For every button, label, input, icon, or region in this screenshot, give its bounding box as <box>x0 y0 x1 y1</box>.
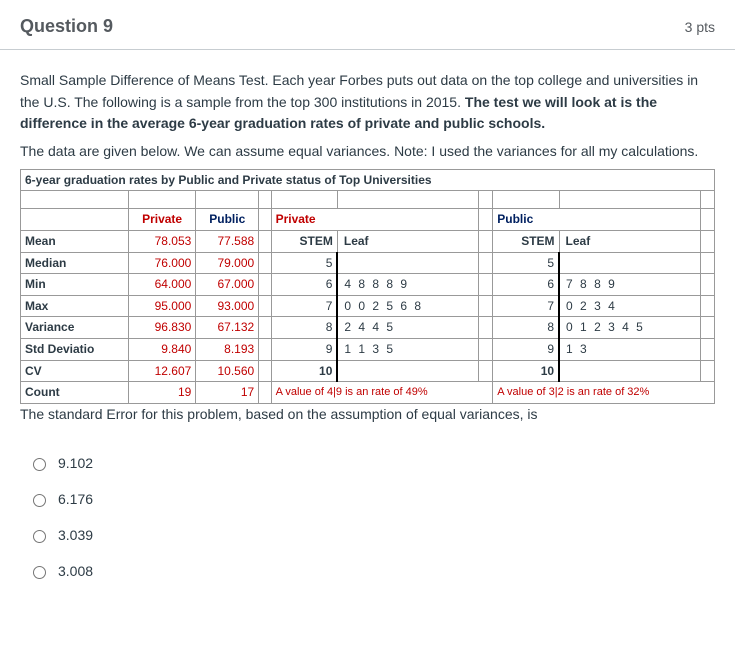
cell-value: 12.607 <box>128 360 195 382</box>
cell-value: 10.560 <box>196 360 259 382</box>
leaf-cell: 0 2 3 4 <box>559 295 700 317</box>
cell-value: 77.588 <box>196 230 259 252</box>
row-label: Max <box>21 295 129 317</box>
answer-option[interactable]: 9.102 <box>28 445 715 481</box>
answer-label: 9.102 <box>58 455 93 471</box>
answer-label: 3.008 <box>58 563 93 579</box>
table-title: 6-year graduation rates by Public and Pr… <box>21 169 715 191</box>
cell-value: 8.193 <box>196 338 259 360</box>
intro-paragraph-2: The data are given below. We can assume … <box>20 141 715 163</box>
leaf-cell <box>559 252 700 274</box>
stem-cell: 6 <box>493 274 559 296</box>
row-label: Variance <box>21 317 129 339</box>
leaf-cell <box>337 252 478 274</box>
leaf-cell: 7 8 8 9 <box>559 274 700 296</box>
answer-option[interactable]: 3.008 <box>28 553 715 589</box>
stemleaf-note-private: A value of 4|9 is an rate of 49% <box>271 382 493 404</box>
leaf-cell: 0 0 2 5 6 8 <box>337 295 478 317</box>
leaf-cell: 0 1 2 3 4 5 <box>559 317 700 339</box>
cell-value: 96.830 <box>128 317 195 339</box>
data-table-block: 6-year graduation rates by Public and Pr… <box>20 169 715 404</box>
stemleaf-note-public: A value of 3|2 is an rate of 32% <box>493 382 715 404</box>
cell-value: 93.000 <box>196 295 259 317</box>
question-prompt: The standard Error for this problem, bas… <box>20 404 715 426</box>
stem-cell: 5 <box>271 252 337 274</box>
stem-cell: 7 <box>493 295 559 317</box>
answer-option[interactable]: 6.176 <box>28 481 715 517</box>
leaf-cell <box>559 360 700 382</box>
answer-label: 6.176 <box>58 491 93 507</box>
stem-cell: 8 <box>271 317 337 339</box>
stem-cell: 8 <box>493 317 559 339</box>
row-label: Std Deviatio <box>21 338 129 360</box>
leaf-cell: 2 4 4 5 <box>337 317 478 339</box>
leaf-header: Leaf <box>559 230 700 252</box>
intro-paragraph-1: Small Sample Difference of Means Test. E… <box>20 70 715 135</box>
stem-cell: 9 <box>271 338 337 360</box>
cell-value: 17 <box>196 382 259 404</box>
leaf-cell <box>337 360 478 382</box>
stemleaf-header-public: Public <box>493 209 701 231</box>
col-header-private: Private <box>128 209 195 231</box>
cell-value: 67.132 <box>196 317 259 339</box>
stem-cell: 10 <box>493 360 559 382</box>
stemleaf-header-private: Private <box>271 209 479 231</box>
cell-value: 64.000 <box>128 274 195 296</box>
stem-header: STEM <box>493 230 559 252</box>
stem-cell: 5 <box>493 252 559 274</box>
cell-value: 79.000 <box>196 252 259 274</box>
leaf-header: Leaf <box>337 230 478 252</box>
cell-value: 67.000 <box>196 274 259 296</box>
stem-header: STEM <box>271 230 337 252</box>
answer-label: 3.039 <box>58 527 93 543</box>
row-label: Min <box>21 274 129 296</box>
cell-value: 76.000 <box>128 252 195 274</box>
row-label: Mean <box>21 230 129 252</box>
row-label: Count <box>21 382 129 404</box>
leaf-cell: 4 8 8 8 9 <box>337 274 478 296</box>
leaf-cell: 1 3 <box>559 338 700 360</box>
stem-cell: 9 <box>493 338 559 360</box>
row-label: Median <box>21 252 129 274</box>
cell-value: 95.000 <box>128 295 195 317</box>
question-body: Small Sample Difference of Means Test. E… <box>0 50 735 441</box>
question-title: Question 9 <box>20 16 113 37</box>
graduation-table: 6-year graduation rates by Public and Pr… <box>20 169 715 404</box>
answer-radio[interactable] <box>33 494 46 507</box>
cell-value: 78.053 <box>128 230 195 252</box>
row-label: CV <box>21 360 129 382</box>
col-header-public: Public <box>196 209 259 231</box>
stem-cell: 10 <box>271 360 337 382</box>
answer-option[interactable]: 3.039 <box>28 517 715 553</box>
stem-cell: 7 <box>271 295 337 317</box>
question-header: Question 9 3 pts <box>0 0 735 50</box>
answer-radio[interactable] <box>33 530 46 543</box>
answer-options: 9.102 6.176 3.039 3.008 <box>0 441 735 609</box>
cell-value: 19 <box>128 382 195 404</box>
stem-cell: 6 <box>271 274 337 296</box>
answer-radio[interactable] <box>33 566 46 579</box>
answer-radio[interactable] <box>33 458 46 471</box>
question-points: 3 pts <box>685 19 715 35</box>
cell-value: 9.840 <box>128 338 195 360</box>
leaf-cell: 1 1 3 5 <box>337 338 478 360</box>
